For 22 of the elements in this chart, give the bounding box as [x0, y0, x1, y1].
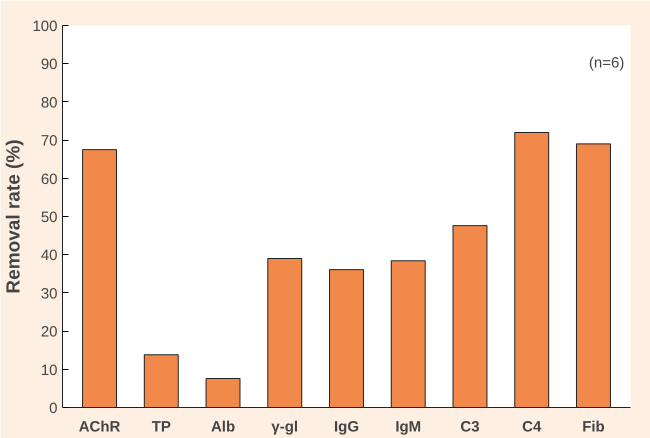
y-tick-label: 40 — [40, 247, 58, 264]
x-tick-label: C3 — [460, 418, 480, 436]
annotation: (n=6) — [588, 54, 624, 72]
y-tick-label: 10 — [40, 362, 58, 379]
x-tick-label: AChR — [78, 418, 121, 436]
x-tick-label: C4 — [522, 418, 542, 436]
x-tick-label: γ-gl — [271, 418, 298, 436]
y-tick-label: 100 — [32, 18, 58, 35]
y-tick-label: 70 — [40, 132, 58, 150]
y-tick-label: 80 — [40, 94, 58, 112]
y-tick-label: 90 — [40, 56, 58, 74]
x-tick-label: TP — [152, 418, 171, 436]
x-tick-label: IgG — [334, 418, 359, 436]
y-tick-label: 60 — [40, 170, 58, 188]
y-tick-label: 20 — [40, 324, 58, 341]
y-tick-label: 50 — [40, 209, 58, 226]
y-tick-label: 30 — [40, 285, 58, 302]
x-tick-label: Alb — [210, 418, 236, 436]
x-tick-label: IgM — [395, 418, 422, 436]
y-tick-label: 0 — [49, 400, 58, 417]
y-axis-title: Removal rate (%) — [3, 139, 24, 294]
x-tick-label: Fib — [582, 418, 605, 436]
